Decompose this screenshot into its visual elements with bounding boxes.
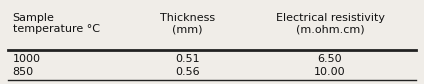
Text: 0.51: 0.51 xyxy=(175,54,200,64)
Text: Sample
temperature °C: Sample temperature °C xyxy=(13,13,100,34)
Text: Electrical resistivity
(m.ohm.cm): Electrical resistivity (m.ohm.cm) xyxy=(276,13,385,34)
Text: 0.56: 0.56 xyxy=(175,67,200,77)
Text: 6.50: 6.50 xyxy=(318,54,342,64)
Text: 10.00: 10.00 xyxy=(314,67,346,77)
Text: 850: 850 xyxy=(13,67,33,77)
Text: Thickness
(mm): Thickness (mm) xyxy=(160,13,215,34)
Text: 1000: 1000 xyxy=(13,54,41,64)
